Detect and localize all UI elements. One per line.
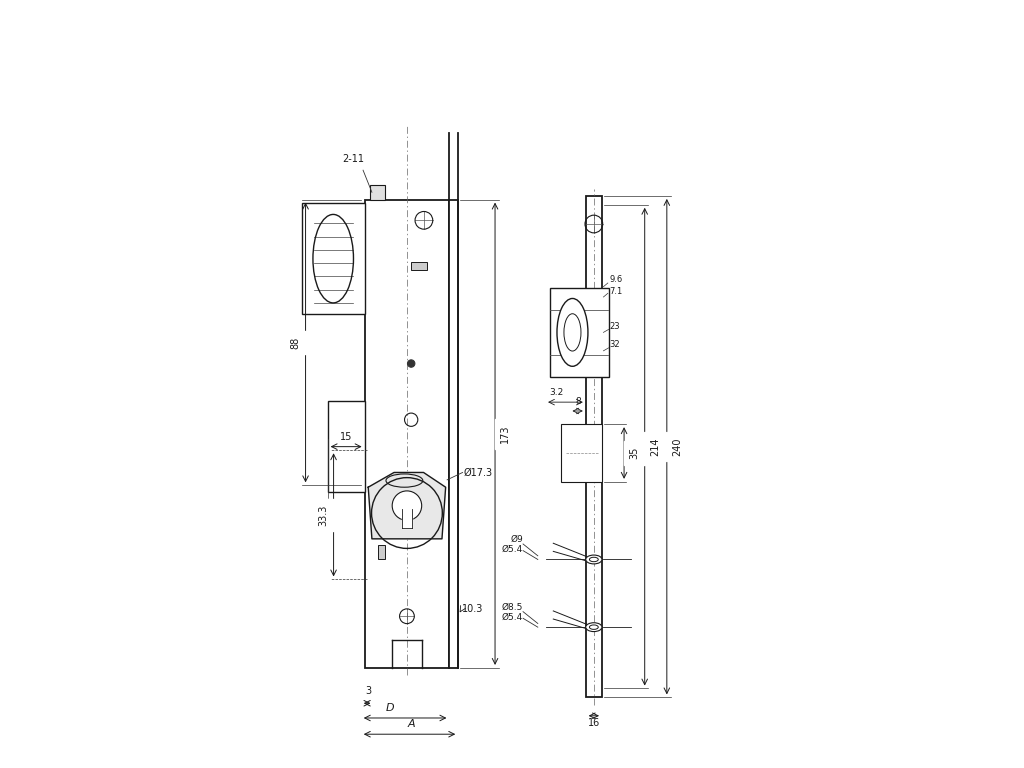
Text: 7.1: 7.1	[609, 287, 623, 296]
Circle shape	[392, 491, 422, 521]
Bar	[371, 185, 385, 200]
Text: Ø8.5: Ø8.5	[502, 602, 523, 611]
Bar	[302, 204, 365, 314]
Text: 2-11: 2-11	[342, 154, 365, 164]
Bar	[365, 200, 450, 668]
Text: 33.3: 33.3	[318, 504, 329, 525]
Bar	[450, 200, 458, 668]
Text: 3.2: 3.2	[549, 388, 563, 397]
Text: 214: 214	[650, 438, 660, 456]
Text: Ø5.4: Ø5.4	[502, 613, 523, 622]
Ellipse shape	[557, 299, 588, 366]
Text: 15: 15	[340, 432, 352, 442]
Text: 88: 88	[290, 336, 300, 349]
Bar	[586, 196, 602, 697]
Bar	[378, 545, 385, 559]
Circle shape	[408, 360, 415, 367]
Text: 23: 23	[609, 322, 620, 331]
Text: 9.6: 9.6	[609, 275, 623, 284]
Text: 173: 173	[501, 425, 510, 443]
Text: Ø9: Ø9	[510, 535, 523, 544]
Bar	[328, 401, 365, 492]
Text: 8: 8	[575, 396, 582, 406]
Text: Ø17.3: Ø17.3	[463, 468, 493, 478]
Text: 10.3: 10.3	[462, 604, 483, 614]
Polygon shape	[401, 509, 412, 528]
Bar	[550, 288, 609, 376]
Bar	[412, 263, 427, 270]
Text: 240: 240	[672, 438, 682, 456]
Polygon shape	[369, 472, 445, 539]
Text: 3: 3	[366, 687, 372, 697]
Ellipse shape	[586, 555, 602, 564]
Ellipse shape	[586, 623, 602, 631]
Text: A: A	[408, 719, 415, 729]
Text: 35: 35	[630, 447, 639, 459]
Text: Ø5.4: Ø5.4	[502, 545, 523, 554]
Text: 16: 16	[588, 718, 600, 728]
Text: 32: 32	[609, 340, 620, 349]
Text: D: D	[386, 703, 394, 713]
Bar	[561, 424, 602, 482]
